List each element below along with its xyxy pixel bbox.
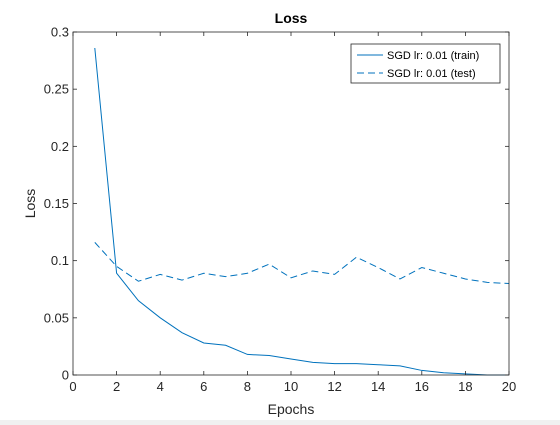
y-tick-label: 0.3 bbox=[51, 25, 69, 40]
x-tick-label: 16 bbox=[415, 379, 429, 394]
y-tick-label: 0.25 bbox=[44, 82, 69, 97]
x-tick-label: 20 bbox=[502, 379, 516, 394]
y-tick-label: 0.1 bbox=[51, 253, 69, 268]
x-tick-label: 8 bbox=[244, 379, 251, 394]
legend-train-label: SGD lr: 0.01 (train) bbox=[387, 50, 479, 62]
x-tick-label: 6 bbox=[200, 379, 207, 394]
y-tick-label: 0.15 bbox=[44, 196, 69, 211]
x-tick-label: 18 bbox=[458, 379, 472, 394]
series-line-train bbox=[94, 47, 509, 376]
legend: SGD lr: 0.01 (train) SGD lr: 0.01 (test) bbox=[350, 43, 501, 84]
x-tick-label: 14 bbox=[371, 379, 385, 394]
y-axis-title: Loss bbox=[22, 189, 38, 219]
y-tick-label: 0.05 bbox=[44, 310, 69, 325]
plot-area bbox=[73, 32, 509, 375]
x-tick-label: 0 bbox=[69, 379, 76, 394]
x-tick-label: 10 bbox=[284, 379, 298, 394]
legend-box bbox=[350, 43, 501, 84]
y-tick-label: 0.2 bbox=[51, 139, 69, 154]
series-line-test bbox=[94, 242, 510, 285]
chart-title: Loss bbox=[275, 10, 308, 26]
y-tick-label: 0 bbox=[62, 368, 69, 383]
x-tick-label: 2 bbox=[113, 379, 120, 394]
legend-test-label: SGD lr: 0.01 (test) bbox=[387, 68, 476, 80]
x-tick-label: 4 bbox=[157, 379, 164, 394]
x-tick-label: 12 bbox=[327, 379, 341, 394]
axes-layer: 0 2 4 6 8 10 12 14 16 18 20 0 0.05 0.1 0.15 0.2 0.25 0.3 bbox=[44, 25, 517, 395]
x-axis-title: Epochs bbox=[268, 401, 315, 417]
series-layer bbox=[94, 47, 510, 376]
